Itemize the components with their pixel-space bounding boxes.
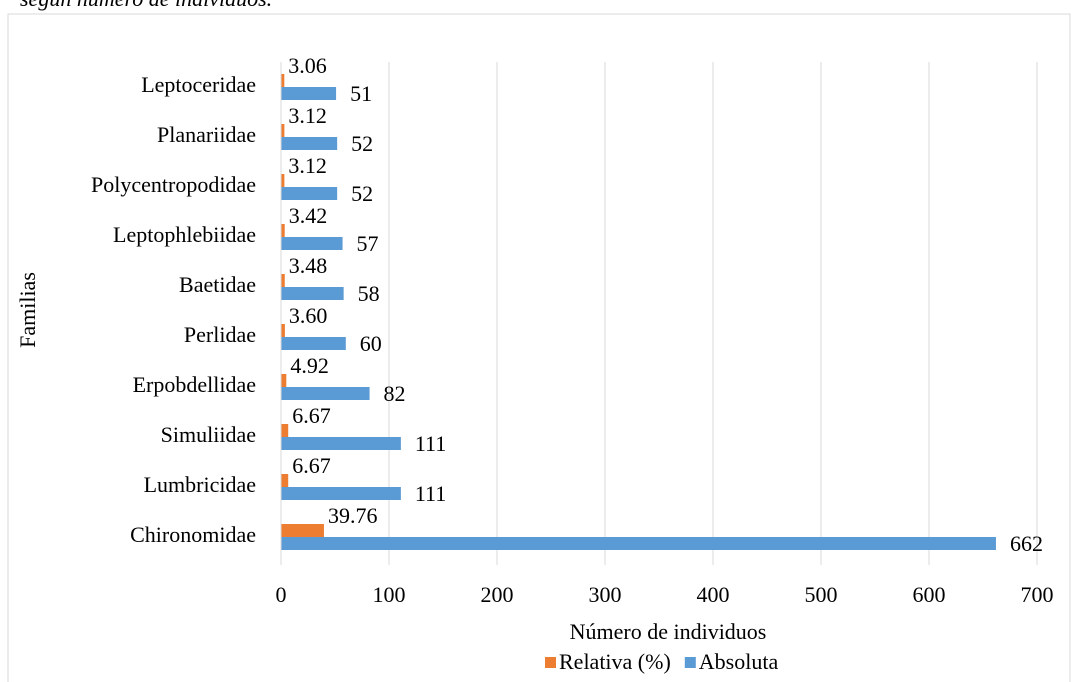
y-axis-label: Familias [15, 272, 40, 348]
bar [281, 424, 289, 437]
y-tick-label: Chironomidae [130, 522, 256, 547]
bar [281, 124, 285, 137]
y-tick-label: Planariidae [157, 122, 256, 147]
bar [281, 74, 285, 87]
data-label: 4.92 [290, 353, 329, 378]
chart-border [7, 13, 1071, 682]
bar [281, 287, 344, 300]
bar [281, 437, 401, 450]
y-tick-label: Baetidae [179, 272, 256, 297]
x-axis-label: Número de individuos [570, 619, 767, 644]
data-label: 3.48 [289, 253, 328, 278]
legend-swatch [684, 657, 696, 668]
chart-subtitle: según número de individuos. [20, 0, 272, 11]
x-tick-label: 600 [913, 582, 946, 607]
bar [281, 487, 401, 500]
x-tick-label: 500 [805, 582, 838, 607]
y-tick-label: Polycentropodidae [91, 172, 256, 197]
bar [281, 387, 370, 400]
bar [281, 537, 996, 550]
data-label: 3.06 [288, 53, 327, 78]
data-label: 52 [351, 181, 373, 206]
data-label: 60 [360, 331, 382, 356]
bar [281, 224, 285, 237]
x-tick-label: 0 [276, 582, 287, 607]
data-label: 3.60 [289, 303, 328, 328]
data-label: 662 [1010, 531, 1043, 556]
x-tick-label: 200 [481, 582, 514, 607]
data-label: 3.12 [288, 153, 327, 178]
x-tick-label: 400 [697, 582, 730, 607]
data-label: 3.42 [289, 203, 328, 228]
y-tick-label: Lumbricidae [144, 472, 256, 497]
data-label: 6.67 [292, 403, 331, 428]
bar [281, 374, 287, 387]
data-label: 111 [415, 431, 446, 456]
bar [281, 524, 324, 537]
legend-label: Relativa (%) [559, 649, 671, 674]
y-tick-label: Leptophlebiidae [113, 222, 256, 247]
data-label: 82 [384, 381, 406, 406]
legend-swatch [545, 657, 556, 668]
x-tick-label: 300 [589, 582, 622, 607]
y-tick-label: Erpobdellidae [133, 372, 256, 397]
data-label: 57 [357, 231, 379, 256]
y-tick-label: Simuliidae [161, 422, 256, 447]
bar [281, 87, 337, 100]
bar [281, 174, 285, 187]
x-tick-label: 100 [373, 582, 406, 607]
bar [281, 324, 285, 337]
data-label: 58 [358, 281, 380, 306]
legend-label: Absoluta [699, 649, 779, 674]
data-label: 39.76 [328, 503, 378, 528]
y-tick-label: Leptoceridae [141, 72, 256, 97]
data-label: 3.12 [288, 103, 327, 128]
data-label: 111 [415, 481, 446, 506]
bar [281, 137, 338, 150]
data-label: 51 [350, 81, 372, 106]
bar [281, 274, 285, 287]
data-label: 6.67 [292, 453, 331, 478]
bar [281, 237, 343, 250]
data-label: 52 [351, 131, 373, 156]
x-tick-label: 700 [1021, 582, 1054, 607]
bar [281, 187, 338, 200]
bar [281, 474, 289, 487]
y-tick-label: Perlidae [184, 322, 256, 347]
bar [281, 337, 346, 350]
